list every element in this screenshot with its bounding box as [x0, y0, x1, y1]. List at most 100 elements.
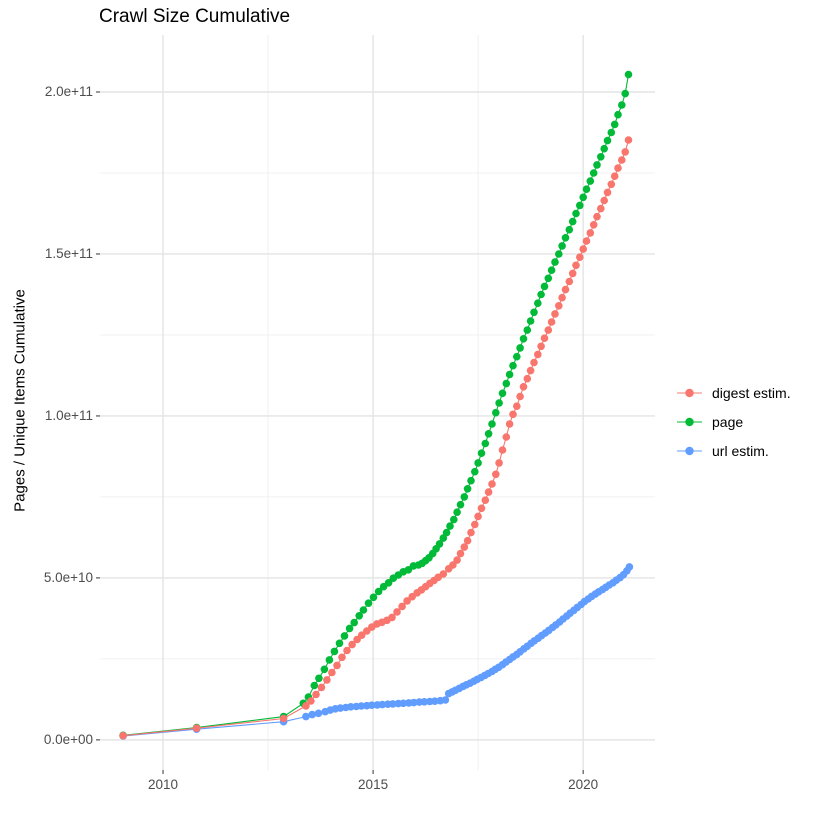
data-point — [586, 177, 595, 185]
data-point — [589, 169, 598, 177]
data-point — [558, 242, 566, 250]
data-point — [439, 570, 448, 578]
data-point — [519, 383, 528, 391]
data-point — [614, 110, 622, 119]
data-point — [579, 193, 587, 202]
data-point — [338, 653, 346, 662]
data-point — [388, 613, 396, 622]
data-point — [526, 317, 535, 325]
data-point — [505, 370, 514, 379]
data-point — [442, 528, 451, 537]
data-point — [516, 344, 524, 352]
data-point — [603, 188, 612, 197]
data-point — [348, 640, 356, 649]
data-point — [328, 668, 336, 677]
data-point — [502, 433, 511, 441]
data-point — [463, 536, 472, 545]
legend-item-digest-estim: digest estim. — [676, 378, 791, 407]
data-point — [325, 656, 334, 664]
data-point — [431, 697, 439, 705]
data-point — [558, 293, 566, 302]
data-point — [618, 101, 626, 109]
data-point — [359, 606, 368, 614]
data-point — [603, 136, 612, 145]
data-point — [484, 488, 493, 496]
data-point — [310, 681, 319, 690]
data-point — [579, 245, 587, 253]
data-point — [513, 352, 521, 361]
data-point — [307, 697, 315, 705]
y-tick-label: 0.0e+00 — [43, 731, 93, 747]
data-point — [561, 234, 570, 242]
data-point — [463, 485, 472, 493]
chart-title: Crawl Size Cumulative — [99, 6, 291, 27]
legend-label-digest-estim: digest estim. — [712, 384, 791, 401]
data-point — [484, 430, 493, 438]
data-point — [610, 120, 619, 129]
data-point — [335, 639, 344, 648]
data-point — [398, 602, 406, 611]
data-point — [192, 724, 201, 732]
legend-key-page-icon — [677, 417, 702, 426]
data-point — [519, 335, 528, 343]
data-point — [453, 556, 461, 564]
data-point — [453, 508, 461, 516]
data-point — [582, 185, 591, 193]
data-point — [345, 624, 354, 633]
legend-label-page: page — [712, 413, 744, 430]
data-point — [624, 70, 633, 79]
data-point — [568, 269, 577, 278]
data-point — [446, 522, 454, 530]
data-point — [540, 334, 549, 343]
data-point — [621, 89, 629, 98]
data-point — [460, 493, 469, 501]
data-point — [572, 261, 580, 270]
data-point — [544, 326, 553, 334]
data-point — [547, 266, 556, 275]
data-point — [618, 156, 626, 164]
data-point — [347, 703, 355, 711]
data-point — [526, 366, 535, 375]
data-point — [597, 153, 605, 161]
data-point — [568, 217, 577, 226]
legend-key-digest-icon — [677, 388, 702, 397]
data-point — [488, 420, 496, 428]
data-point — [119, 731, 127, 740]
data-point — [481, 496, 490, 505]
data-point — [355, 612, 364, 620]
data-point — [477, 504, 486, 513]
data-point — [450, 515, 458, 524]
series-digest-estim- — [119, 136, 633, 740]
data-point — [471, 467, 479, 476]
data-point — [384, 579, 393, 587]
data-point — [509, 410, 517, 419]
data-point — [625, 563, 634, 571]
data-point — [600, 144, 608, 153]
legend-key-url-icon — [677, 446, 702, 455]
data-point — [317, 683, 326, 692]
data-point — [460, 543, 469, 551]
data-point — [374, 587, 383, 596]
data-point — [523, 326, 532, 334]
data-point — [467, 476, 475, 485]
series-url-estim- — [119, 563, 634, 740]
data-point — [565, 277, 574, 286]
data-point — [582, 237, 591, 245]
data-point — [540, 282, 549, 291]
data-point — [340, 632, 349, 640]
data-point — [471, 520, 479, 529]
data-point — [576, 253, 584, 261]
data-point — [555, 250, 563, 258]
data-point — [551, 310, 559, 318]
data-point — [614, 164, 622, 172]
y-tick-label: 1.0e+11 — [44, 407, 93, 423]
data-point — [610, 172, 619, 180]
data-point — [505, 420, 514, 428]
data-point — [474, 459, 482, 467]
data-point — [477, 449, 486, 458]
data-point — [565, 225, 574, 234]
data-point — [474, 512, 482, 521]
data-point — [308, 710, 317, 719]
